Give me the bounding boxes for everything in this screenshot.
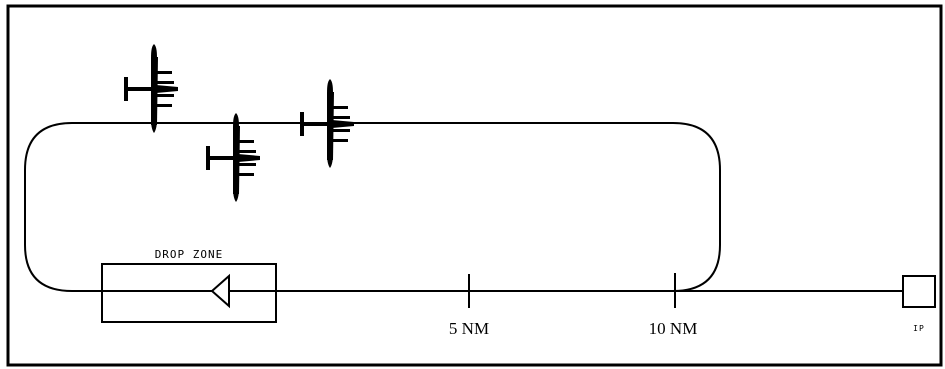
aircraft-icon [206, 113, 260, 202]
ip-label: IP [913, 324, 925, 333]
triangle-marker-icon [210, 273, 230, 309]
aircraft-icon [124, 44, 178, 133]
drop-zone-label: DROP ZONE [155, 248, 224, 261]
drop-zone-box [101, 263, 277, 323]
marker-10nm-label: 10 NM [649, 319, 698, 338]
flight-circuit [24, 122, 721, 292]
diagram-frame [6, 4, 943, 367]
square-ip-icon [902, 275, 936, 308]
aircraft-icon [300, 79, 354, 168]
marker-5nm-label: 5 NM [449, 319, 489, 338]
